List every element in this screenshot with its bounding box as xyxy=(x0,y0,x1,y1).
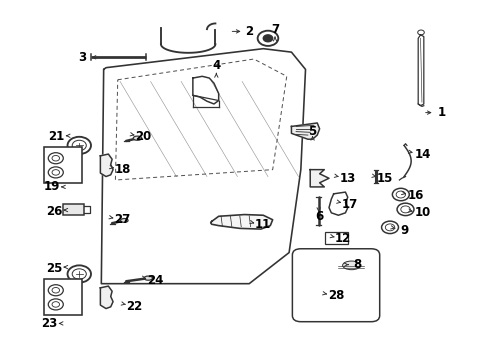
Text: 23: 23 xyxy=(41,317,58,330)
Ellipse shape xyxy=(133,136,142,140)
Text: 24: 24 xyxy=(147,274,163,287)
Text: 25: 25 xyxy=(46,262,62,275)
Polygon shape xyxy=(210,215,272,229)
Text: 13: 13 xyxy=(339,172,355,185)
Ellipse shape xyxy=(121,219,128,222)
Polygon shape xyxy=(309,170,328,187)
Text: 9: 9 xyxy=(399,224,407,237)
Bar xyxy=(44,147,81,184)
Text: 11: 11 xyxy=(255,219,271,231)
Text: 19: 19 xyxy=(44,180,60,193)
Ellipse shape xyxy=(342,261,360,270)
Text: 2: 2 xyxy=(244,25,253,38)
Text: 15: 15 xyxy=(376,172,393,185)
FancyBboxPatch shape xyxy=(292,249,379,322)
Text: 1: 1 xyxy=(437,106,445,119)
Bar xyxy=(325,232,347,244)
Text: 4: 4 xyxy=(212,59,220,72)
Text: 7: 7 xyxy=(270,23,279,36)
Text: 21: 21 xyxy=(48,130,65,143)
Text: 3: 3 xyxy=(78,51,86,64)
Text: 26: 26 xyxy=(46,204,62,217)
Text: 5: 5 xyxy=(308,125,316,138)
Text: 12: 12 xyxy=(334,232,350,245)
Polygon shape xyxy=(291,123,319,139)
Text: 20: 20 xyxy=(135,130,151,143)
Polygon shape xyxy=(100,154,113,176)
Bar xyxy=(44,279,81,315)
Text: 14: 14 xyxy=(414,148,430,161)
Polygon shape xyxy=(100,286,113,309)
Text: 28: 28 xyxy=(327,289,344,302)
Text: 18: 18 xyxy=(114,163,130,176)
Ellipse shape xyxy=(144,276,152,280)
Text: 10: 10 xyxy=(414,206,430,219)
Text: 16: 16 xyxy=(407,189,423,202)
Circle shape xyxy=(263,35,272,42)
Polygon shape xyxy=(417,35,423,106)
Text: 17: 17 xyxy=(341,198,358,211)
Text: 27: 27 xyxy=(114,213,130,226)
Text: 6: 6 xyxy=(315,210,323,223)
Text: 22: 22 xyxy=(126,300,142,312)
Bar xyxy=(62,204,84,215)
Bar xyxy=(335,258,366,273)
Text: 8: 8 xyxy=(352,258,361,271)
